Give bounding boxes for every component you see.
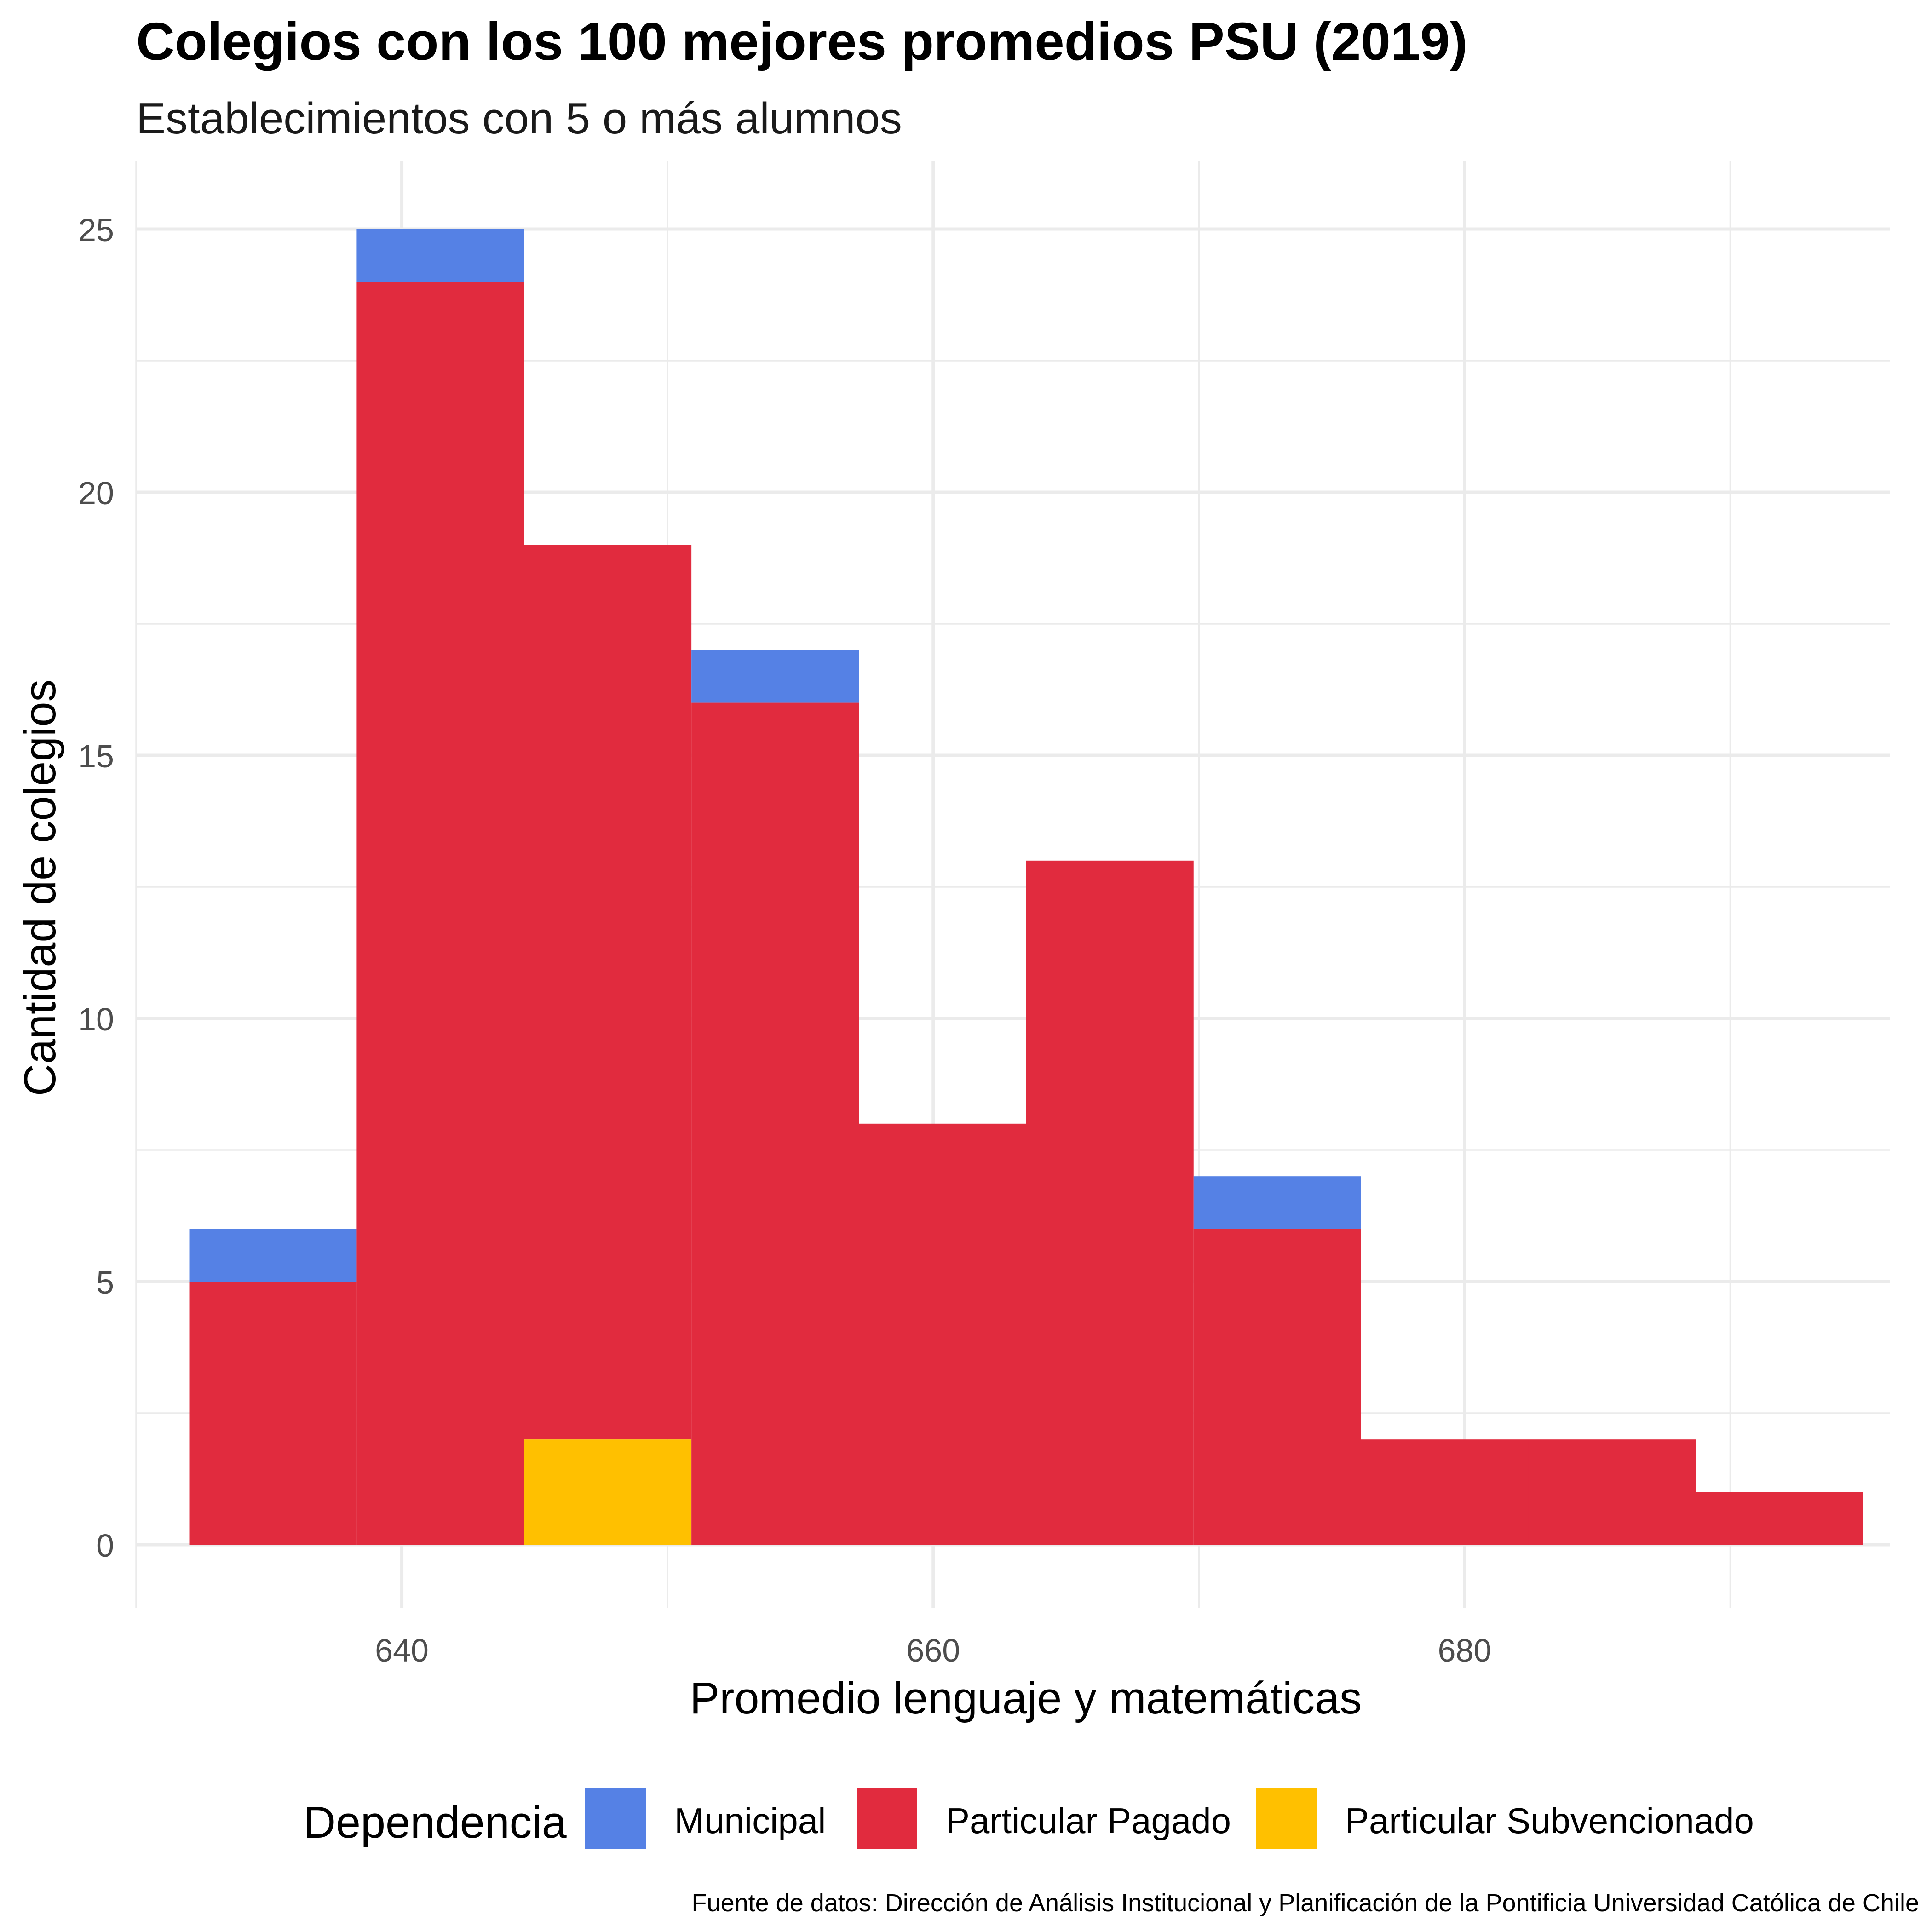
y-tick-label: 25 <box>78 212 114 248</box>
y-tick-label: 5 <box>96 1265 114 1300</box>
bar-municipal <box>356 229 524 282</box>
chart-title: Colegios con los 100 mejores promedios P… <box>136 12 1468 71</box>
bar-particular-pagado <box>524 545 692 1440</box>
y-tick-label: 15 <box>78 738 114 774</box>
bar-particular-pagado <box>1528 1439 1696 1545</box>
bar-particular-pagado <box>1361 1439 1529 1545</box>
legend-label: Particular Subvencionado <box>1345 1800 1754 1841</box>
y-tick-label: 10 <box>78 1001 114 1037</box>
bar-particular-pagado <box>1696 1492 1863 1545</box>
bar-particular-pagado <box>1193 1229 1361 1545</box>
legend-items: Municipal Particular Pagado Particular Sub… <box>585 1788 1754 1849</box>
bar-municipal <box>189 1229 357 1282</box>
bar-municipal <box>1193 1176 1361 1229</box>
legend: Dependencia Municipal Particular Pagado Pa… <box>304 1788 1754 1849</box>
x-axis-label: Promedio lenguaje y matemáticas <box>690 1673 1362 1723</box>
y-axis-label: Cantidad de colegios <box>15 679 65 1096</box>
legend-key <box>1256 1788 1317 1849</box>
tick-labels: 0 5 10 15 20 25 640 660 680 <box>78 212 1491 1668</box>
legend-key <box>585 1788 646 1849</box>
legend-key <box>857 1788 917 1849</box>
x-tick-label: 680 <box>1438 1633 1491 1668</box>
bar-particular-pagado <box>859 1123 1026 1545</box>
x-tick-label: 640 <box>375 1633 429 1668</box>
legend-label: Particular Pagado <box>946 1800 1231 1841</box>
bar-particular-subvencionado <box>524 1439 692 1545</box>
bar-particular-pagado <box>189 1282 357 1545</box>
bar-particular-pagado <box>356 282 524 1545</box>
bar-particular-pagado <box>691 702 859 1545</box>
chart-subtitle: Establecimientos con 5 o más alumnos <box>136 94 902 143</box>
legend-title: Dependencia <box>304 1797 567 1847</box>
bars <box>189 229 1863 1545</box>
legend-label: Municipal <box>674 1800 826 1841</box>
bar-particular-pagado <box>1026 860 1194 1545</box>
bar-municipal <box>691 650 859 703</box>
chart-caption: Fuente de datos: Dirección de Análisis I… <box>692 1889 1919 1917</box>
x-tick-label: 660 <box>906 1633 960 1668</box>
y-tick-label: 0 <box>96 1528 114 1564</box>
y-tick-label: 20 <box>78 475 114 511</box>
